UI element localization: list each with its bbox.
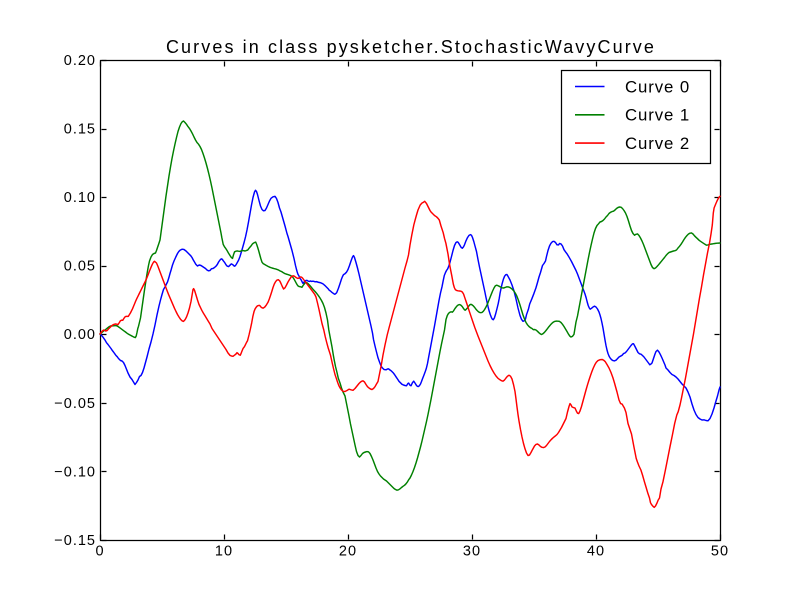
svg-text:Curve 0: Curve 0 [625,77,690,96]
svg-text:0.20: 0.20 [64,53,96,69]
svg-text:−0.15: −0.15 [54,533,96,549]
svg-text:0.15: 0.15 [64,121,96,137]
svg-text:Curve 2: Curve 2 [625,134,690,153]
svg-text:20: 20 [339,544,357,560]
svg-text:40: 40 [587,544,605,560]
svg-text:30: 30 [463,544,481,560]
svg-text:10: 10 [215,544,233,560]
svg-text:0: 0 [95,544,104,560]
svg-text:−0.10: −0.10 [54,464,96,480]
svg-text:Curve 1: Curve 1 [625,106,690,125]
svg-text:0.10: 0.10 [64,190,96,206]
svg-text:0.00: 0.00 [64,327,96,343]
svg-text:50: 50 [711,544,729,560]
svg-text:Curves in class pysketcher.Sto: Curves in class pysketcher.StochasticWav… [166,37,656,57]
svg-text:−0.05: −0.05 [54,396,96,412]
svg-text:0.05: 0.05 [64,259,96,275]
